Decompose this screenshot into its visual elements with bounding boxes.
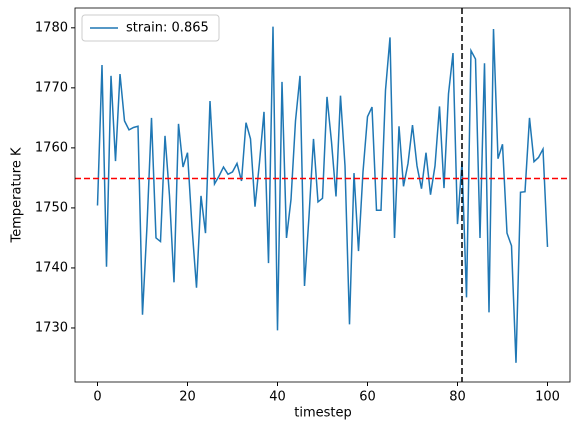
x-tick-label: 80	[449, 390, 466, 405]
y-tick-label: 1780	[35, 20, 68, 35]
x-tick-label: 100	[535, 390, 560, 405]
x-tick-label: 40	[269, 390, 286, 405]
y-tick-label: 1770	[35, 80, 68, 95]
x-tick-label: 60	[359, 390, 376, 405]
legend-box	[81, 14, 220, 42]
x-tick-label: 0	[93, 390, 101, 405]
plot-frame	[74, 7, 571, 383]
x-axis-label: timestep	[294, 406, 352, 421]
x-tick-label: 20	[179, 390, 196, 405]
legend-label: strain: 0.865	[126, 21, 209, 36]
y-tick-label: 1760	[35, 140, 68, 155]
data-line	[96, 26, 549, 363]
y-tick-label: 1740	[35, 260, 68, 275]
y-tick-label: 1750	[35, 200, 68, 215]
y-tick-label: 1730	[35, 320, 68, 335]
y-axis-label: Temperature K	[10, 147, 25, 243]
